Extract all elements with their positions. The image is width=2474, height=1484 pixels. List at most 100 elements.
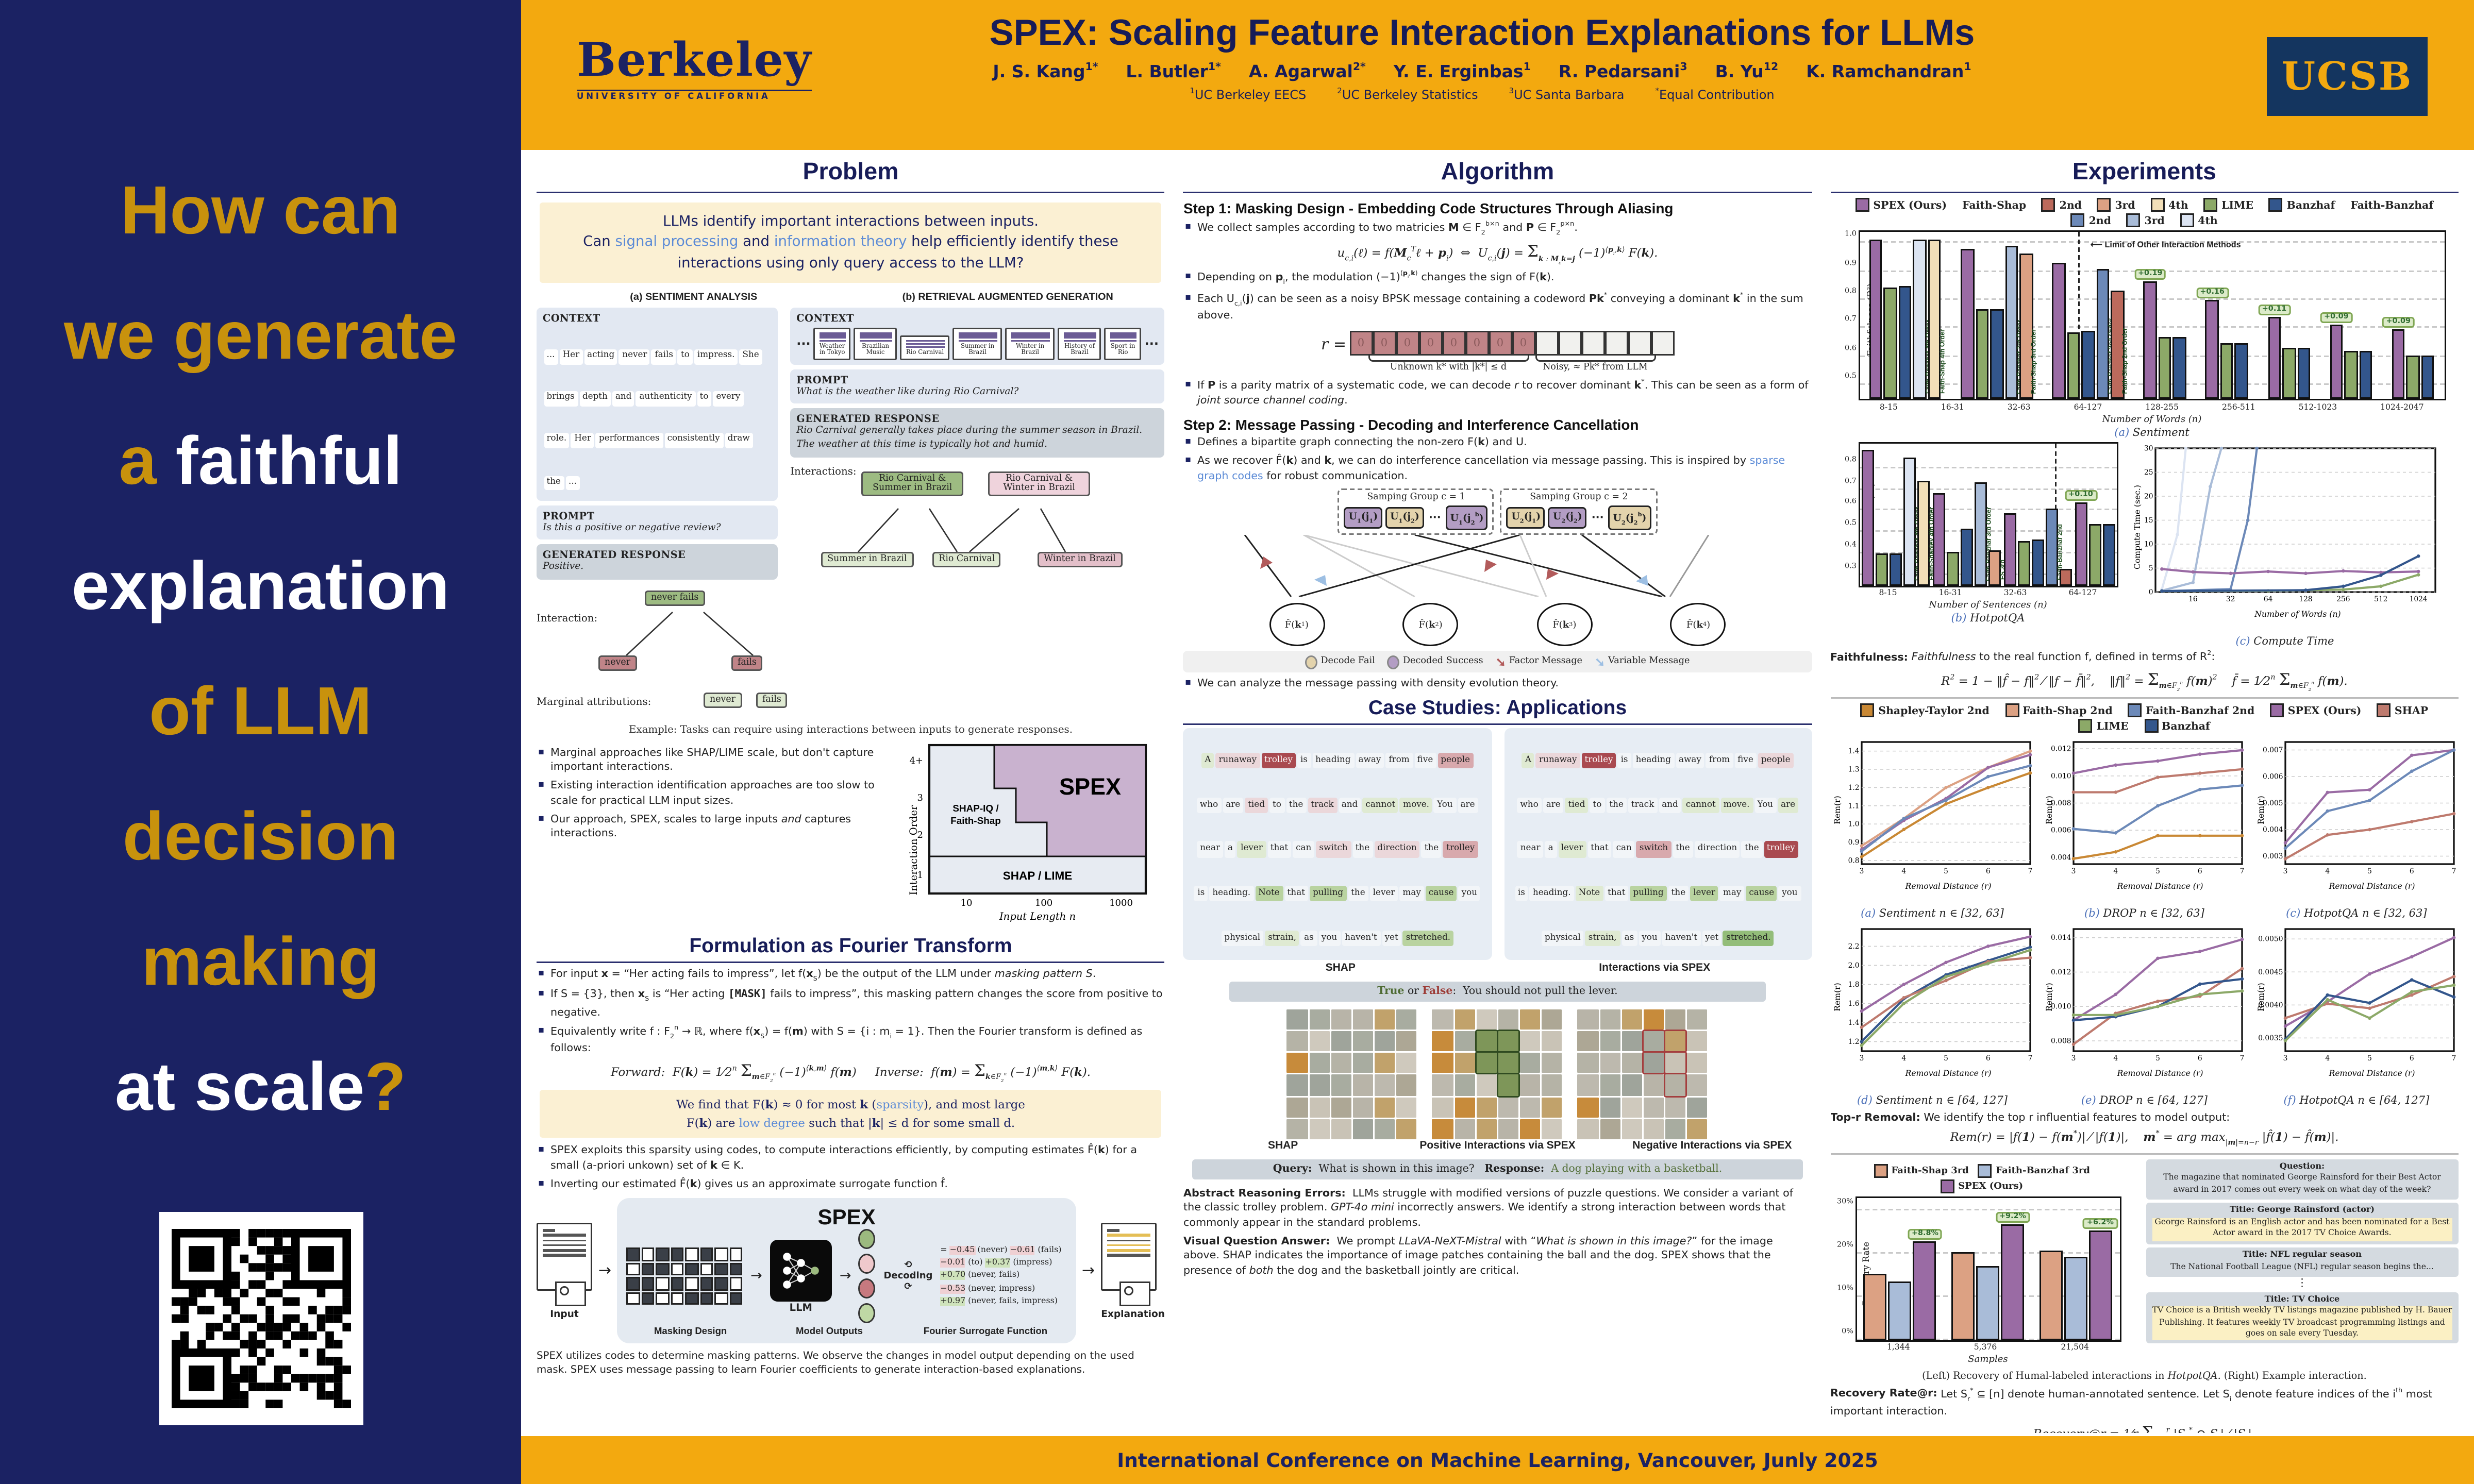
trolley-word: near [1197, 841, 1224, 857]
image-patch [1331, 1053, 1351, 1074]
rag-interaction-tree: Interactions: Rio Carnival & Summer in B… [790, 462, 1165, 595]
context-box: CONTEXT ··· Weather in Tokyo Brazilian Mus… [790, 308, 1165, 364]
trolley-label-shap: SHAP [1325, 963, 1356, 974]
codeword-cell: 0 [1442, 330, 1465, 356]
trolley-word: lever [1690, 886, 1718, 902]
bar-spex: +0.16 [2196, 287, 2229, 399]
conference-line: International Conference on Machine Lear… [1117, 1448, 1878, 1472]
bar-groups: Faith-Banzhaf 4th Order Faith-Shap 4th Or… [1860, 232, 2444, 399]
context-word: to [696, 391, 712, 407]
trolley-word: pulling [1309, 886, 1347, 902]
image-patch [1432, 1053, 1453, 1074]
fig-a-title: (a) SENTIMENT ANALYSIS [630, 292, 758, 303]
experiments-column: Experiments SPEX (Ours) Faith-Shap 2nd 3rd 4… [1830, 156, 2459, 1433]
fig-b-title: (b) RETRIEVAL AUGMENTED GENERATION [902, 292, 1113, 303]
trolley-word: stretched. [1723, 931, 1774, 947]
bar-lime [1884, 286, 1897, 399]
x-tick: 1024-2047 [2380, 402, 2424, 412]
image-patch [1665, 1009, 1686, 1030]
sidebar: How can we generate a faithful explanati… [0, 0, 521, 1484]
step2-bullet: As we recover F̂(k) and k, we can do int… [1183, 454, 1812, 484]
legend-swatch [2079, 719, 2093, 733]
mask-cell [641, 1291, 655, 1305]
svg-text:Rem(r): Rem(r) [2044, 796, 2053, 824]
image-patch [1542, 1031, 1563, 1052]
image-patch [1520, 1053, 1541, 1074]
svg-text:0.012: 0.012 [2050, 745, 2070, 753]
x-tick: 1,344 [1887, 1343, 1910, 1353]
qr-code [158, 1212, 363, 1425]
trolley-word: Note [1575, 886, 1603, 902]
mask-cell [700, 1247, 714, 1261]
fourier-bullet: For input x = “Her acting fails to impre… [537, 967, 1165, 985]
codeword-cell [1558, 330, 1581, 356]
trolley-word: lever [1369, 886, 1398, 902]
bar-banzhaf [1960, 529, 1972, 585]
x-tick: 256-511 [2221, 402, 2255, 412]
legend-swatch [2097, 198, 2111, 212]
trolley-word: direction [1694, 841, 1741, 857]
svg-text:4: 4 [2325, 868, 2330, 876]
image-patch [1578, 1031, 1598, 1052]
context-word: fails [651, 349, 677, 364]
chart-caption: (f) HotpotQA n ∈ [64, 127] [2283, 1094, 2430, 1107]
image-patch [1475, 1030, 1498, 1053]
algorithm-column: Algorithm Step 1: Masking Design - Embed… [1183, 156, 1812, 1433]
image-patch [1642, 1051, 1666, 1075]
trolley-word: near [1517, 841, 1544, 857]
x-tick: 128-255 [2145, 402, 2179, 412]
svg-text:1.2: 1.2 [1848, 1038, 1859, 1047]
trolley-word: switch [1316, 841, 1351, 857]
header-center: SPEX: Scaling Feature Interaction Explan… [799, 9, 2165, 103]
trolley-word: are [1223, 797, 1244, 813]
svg-text:4: 4 [1901, 868, 1905, 876]
svg-text:7: 7 [2239, 868, 2244, 876]
gridline [1856, 1209, 2119, 1211]
factor-node: F̂(k 1) [1268, 603, 1325, 647]
bar-banzhaf [1888, 553, 1901, 585]
chart-caption: (e) DROP n ∈ [64, 127] [2081, 1094, 2208, 1107]
bar-fb4: Faith-Banzhaf 4th Order [1913, 240, 1932, 399]
content-columns: Problem LLMs identify important interact… [521, 150, 2474, 1436]
bar-lime [2067, 332, 2080, 399]
trolley-word: the [1673, 841, 1693, 857]
sidebar-question: How can we generate a faithful explanati… [64, 148, 457, 1150]
image-patch [1542, 1075, 1563, 1095]
svg-text:3: 3 [1859, 868, 1864, 876]
svg-text:1.2: 1.2 [1848, 784, 1859, 792]
sparsity-bullets: SPEX exploits this sparsity using codes,… [537, 1144, 1165, 1192]
mask-cell [671, 1262, 684, 1276]
mask-cell [715, 1247, 728, 1261]
legend-item: SPEX (Ours) [1940, 1179, 2023, 1193]
legend-swatch [2270, 703, 2284, 718]
marginal-chip: never [704, 693, 742, 709]
image-patch [1287, 1097, 1308, 1118]
image-patch [1287, 1031, 1308, 1052]
trolley-word: strain, [1265, 931, 1300, 947]
x-axis-label: Number of Words (n) [2102, 413, 2202, 425]
image-patch [1599, 1075, 1620, 1095]
svg-text:16: 16 [2188, 595, 2197, 603]
image-patch [1599, 1119, 1620, 1139]
image-patch [1542, 1097, 1563, 1118]
query-response-box: Query: What is shown in this image? Resp… [1192, 1159, 1802, 1179]
trolley-word: who [1517, 797, 1542, 813]
bar-fb3 [1976, 1266, 2000, 1340]
trolley-word: five [1734, 752, 1757, 768]
image-patch [1287, 1009, 1308, 1030]
image-patch [1643, 1119, 1664, 1139]
question-line: a faithful [119, 424, 403, 499]
legend-swatch [2144, 719, 2158, 733]
context-word: draw [724, 433, 753, 448]
image-patch [1520, 1009, 1541, 1030]
limit-label: ⟵ Limit of Other Interaction Methods [2090, 242, 2241, 251]
legend-item: SHAP [2377, 703, 2428, 718]
author-name: A. Agarwal2* [1248, 60, 1366, 81]
bar-group: +0.10 [2064, 490, 2115, 585]
codeword-cell [1581, 330, 1604, 356]
gridline [1859, 466, 2116, 468]
step1-bullet: If P is a parity matrix of a systematic … [1183, 379, 1812, 409]
bar-chart: 0% 10% 20% 30% Recovery Rate +8.8% +9.2% +6.2% 1… [1837, 1196, 2121, 1365]
fourier-bullet: Equivalently write f : F2n → ℝ, where f(… [537, 1024, 1165, 1057]
